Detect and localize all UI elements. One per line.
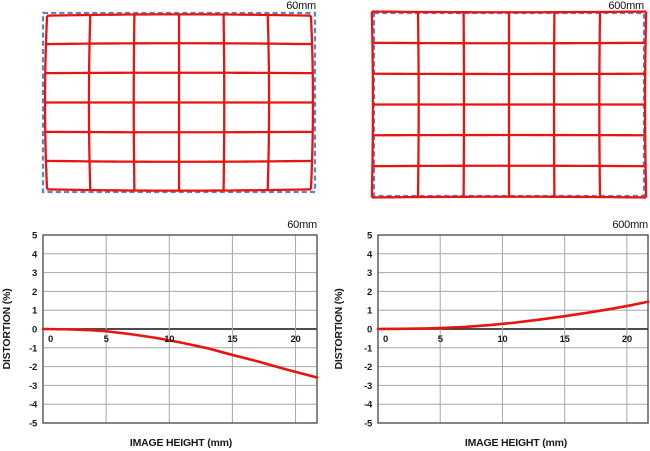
grid-60mm-title: 60mm xyxy=(286,0,316,12)
y-axis-label-600mm: DISTORTION (%) xyxy=(333,288,345,370)
distortion-curve xyxy=(41,327,319,379)
distorted-grid-lines xyxy=(370,10,648,199)
x-tick-label: 5 xyxy=(438,334,444,345)
y-tick-label: -2 xyxy=(29,362,37,373)
x-tick-label: 0 xyxy=(48,334,53,345)
y-tick-label: 3 xyxy=(32,268,37,279)
y-tick-label: -4 xyxy=(29,400,38,411)
y-tick-label: 4 xyxy=(32,249,38,260)
reference-rect xyxy=(41,11,317,194)
x-axis-label-60mm: IMAGE HEIGHT (mm) xyxy=(129,437,233,449)
x-tick-label: 15 xyxy=(560,334,571,345)
y-tick-label: -2 xyxy=(364,362,372,373)
distortion-grid-60mm xyxy=(41,11,317,194)
y-tick-label: -5 xyxy=(364,419,373,430)
y-tick-label: 2 xyxy=(367,287,372,298)
x-tick-label: 10 xyxy=(164,334,174,345)
y-tick-label: 5 xyxy=(32,231,38,242)
y-tick-label: -1 xyxy=(364,343,373,354)
y-tick-label: 0 xyxy=(32,325,37,336)
chart-600mm-title: 600mm xyxy=(612,219,648,231)
grid-600mm-title: 600mm xyxy=(608,0,644,12)
distorted-grid-lines xyxy=(43,13,315,192)
y-axis-label-60mm: DISTORTION (%) xyxy=(1,288,13,370)
x-axis-label-600mm: IMAGE HEIGHT (mm) xyxy=(464,437,568,449)
y-tick-label: -1 xyxy=(29,343,38,354)
y-tick-label: 5 xyxy=(367,231,373,242)
y-tick-label: -3 xyxy=(29,381,37,392)
y-tick-label: -3 xyxy=(364,381,372,392)
x-tick-label: 15 xyxy=(227,334,238,345)
y-tick-label: -5 xyxy=(29,419,38,430)
y-tick-label: 3 xyxy=(367,268,372,279)
y-tick-label: -4 xyxy=(364,400,373,411)
distortion-curve xyxy=(376,300,650,331)
y-tick-label: 2 xyxy=(32,287,37,298)
x-tick-label: 0 xyxy=(383,334,388,345)
chart-60mm-title: 60mm xyxy=(287,219,317,231)
y-tick-label: 4 xyxy=(367,249,373,260)
x-tick-label: 5 xyxy=(104,334,110,345)
x-tick-label: 10 xyxy=(497,334,507,345)
y-tick-label: 0 xyxy=(367,325,372,336)
x-tick-label: 20 xyxy=(622,334,632,345)
distortion-grid-600mm xyxy=(370,10,648,199)
y-tick-label: 1 xyxy=(367,306,373,317)
y-tick-label: 1 xyxy=(32,306,38,317)
x-tick-label: 20 xyxy=(291,334,301,345)
